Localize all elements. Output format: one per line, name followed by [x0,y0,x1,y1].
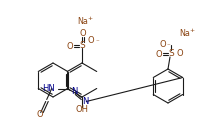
Text: O: O [66,41,73,50]
Text: ⁻: ⁻ [166,44,170,50]
Text: +: + [87,16,92,21]
Text: ⁻: ⁻ [95,39,99,46]
Text: S: S [79,41,84,50]
Text: O: O [159,39,165,49]
Text: +: + [188,28,193,33]
Text: S: S [167,49,173,58]
Text: O: O [79,29,86,38]
Text: O: O [87,35,94,44]
Text: O: O [36,110,43,119]
Text: Na: Na [178,29,189,38]
Text: OH: OH [75,104,88,114]
Text: O: O [176,49,183,58]
Text: O: O [155,50,162,58]
Text: Na: Na [77,16,88,26]
Text: HN: HN [42,84,54,93]
Text: N: N [82,97,88,106]
Text: N: N [71,87,77,96]
